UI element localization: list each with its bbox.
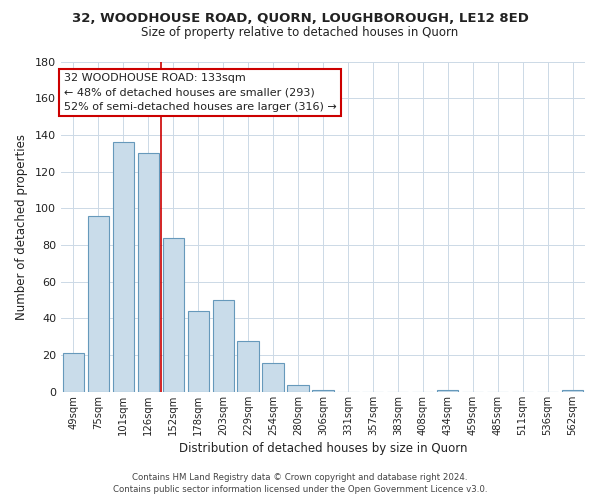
Bar <box>63 354 84 392</box>
Bar <box>137 154 159 392</box>
Text: 32, WOODHOUSE ROAD, QUORN, LOUGHBOROUGH, LE12 8ED: 32, WOODHOUSE ROAD, QUORN, LOUGHBOROUGH,… <box>71 12 529 26</box>
Bar <box>212 300 234 392</box>
Text: Contains HM Land Registry data © Crown copyright and database right 2024.
Contai: Contains HM Land Registry data © Crown c… <box>113 472 487 494</box>
Bar <box>88 216 109 392</box>
Bar <box>313 390 334 392</box>
Bar <box>113 142 134 392</box>
Bar <box>188 311 209 392</box>
Bar <box>238 340 259 392</box>
Bar <box>163 238 184 392</box>
X-axis label: Distribution of detached houses by size in Quorn: Distribution of detached houses by size … <box>179 442 467 455</box>
Text: Size of property relative to detached houses in Quorn: Size of property relative to detached ho… <box>142 26 458 39</box>
Text: 32 WOODHOUSE ROAD: 133sqm
← 48% of detached houses are smaller (293)
52% of semi: 32 WOODHOUSE ROAD: 133sqm ← 48% of detac… <box>64 73 337 112</box>
Bar <box>287 384 308 392</box>
Bar <box>562 390 583 392</box>
Bar <box>437 390 458 392</box>
Bar <box>262 362 284 392</box>
Y-axis label: Number of detached properties: Number of detached properties <box>15 134 28 320</box>
